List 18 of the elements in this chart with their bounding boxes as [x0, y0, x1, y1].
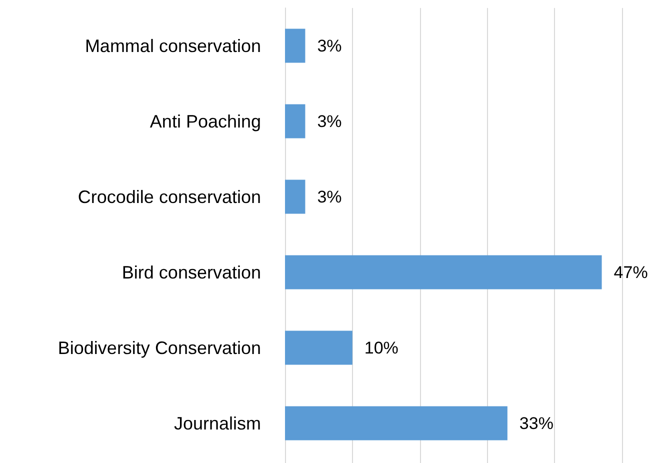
bar — [285, 180, 306, 214]
bar — [285, 255, 602, 290]
y-tick-label: Bird conservation — [122, 262, 261, 282]
bar — [285, 28, 306, 63]
data-label: 10% — [364, 338, 398, 358]
y-tick-label: Anti Poaching — [150, 111, 261, 132]
data-label: 33% — [519, 414, 554, 433]
bar — [285, 330, 352, 365]
data-label: 47% — [614, 262, 648, 282]
y-tick-label: Biodiversity Conservation — [58, 338, 261, 358]
y-tick-label: Mammal conservation — [84, 36, 261, 56]
bar — [285, 406, 508, 440]
y-tick-label: Crocodile conservation — [78, 186, 261, 207]
data-label: 3% — [317, 112, 342, 131]
y-tick-label: Journalism — [174, 413, 261, 434]
bar — [285, 104, 306, 138]
data-label: 3% — [317, 187, 342, 206]
data-label: 3% — [317, 36, 342, 56]
